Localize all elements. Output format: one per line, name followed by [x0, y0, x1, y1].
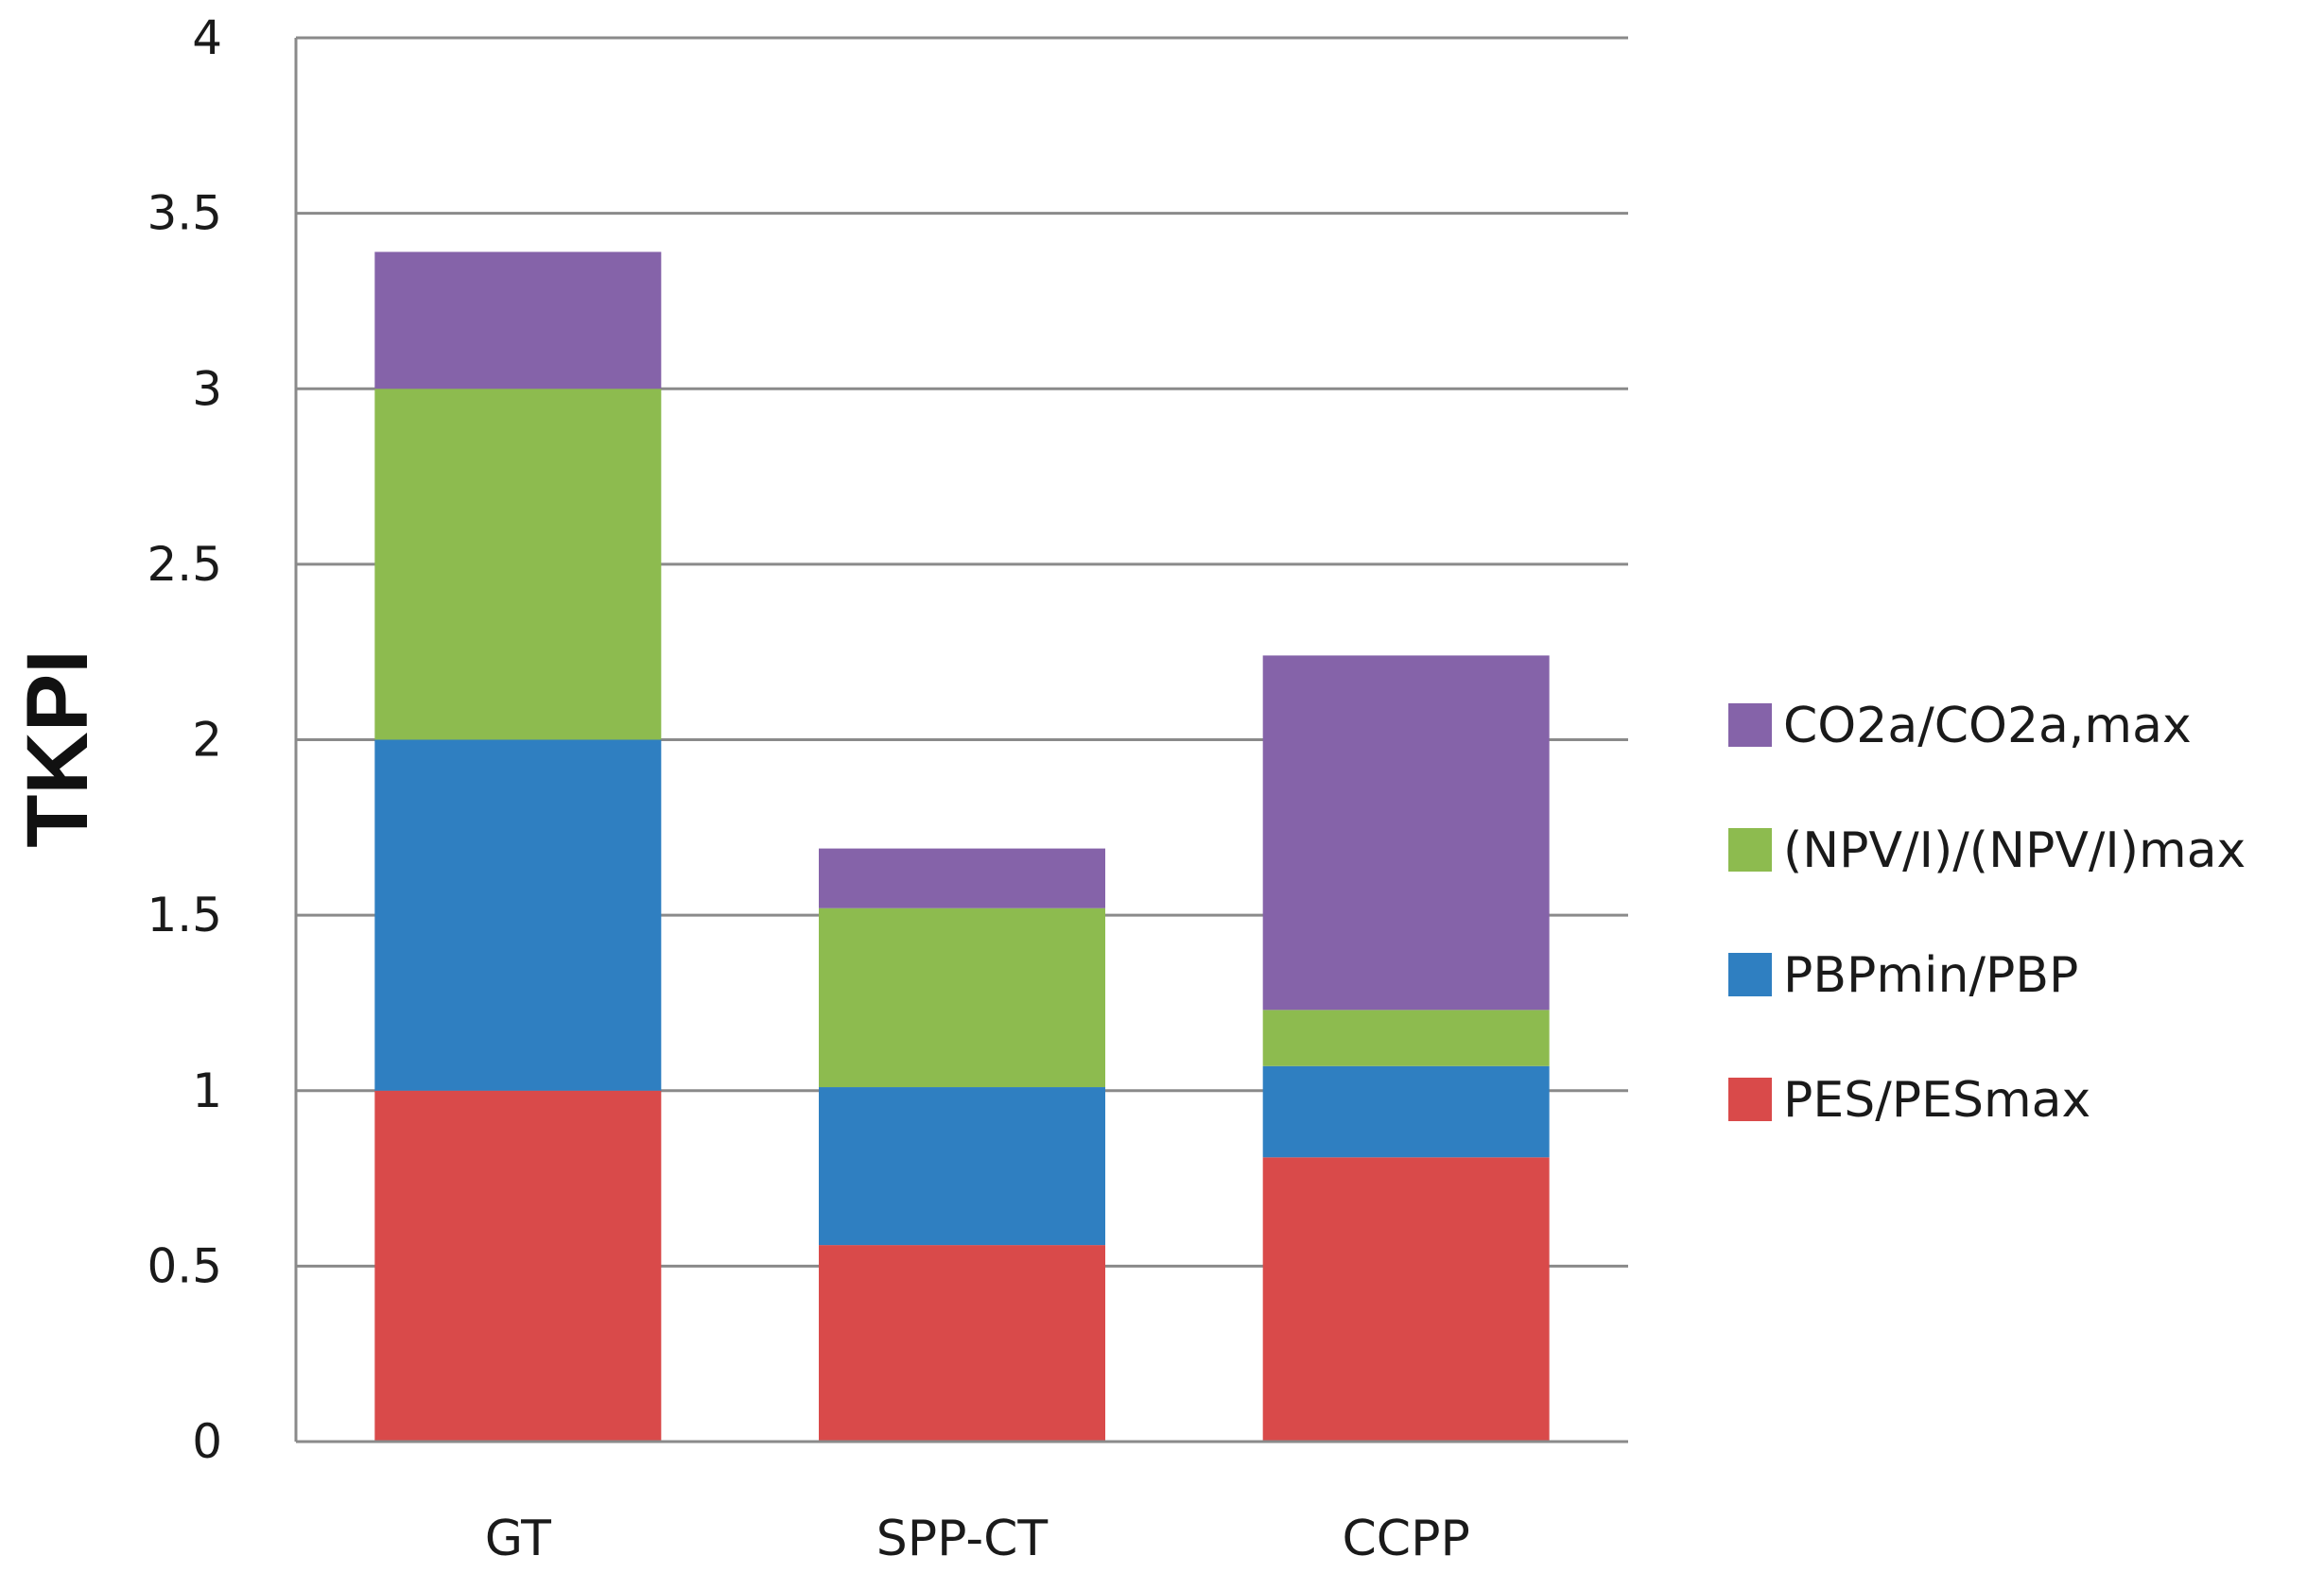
legend-swatch: [1728, 1078, 1772, 1121]
y-tick-label: 2.5: [147, 537, 222, 592]
bar-segment-gt-npv-i-npv-i-max: [374, 389, 662, 740]
y-tick-label: 2: [192, 713, 222, 768]
legend-label: PBPmin/PBP: [1783, 947, 2078, 1004]
bar-segment-spp-ct-pes-pesmax: [819, 1245, 1105, 1442]
y-tick-label: 1.5: [147, 888, 222, 942]
legend-swatch: [1728, 703, 1772, 747]
bar-segment-spp-ct-npv-i-npv-i-max: [819, 908, 1105, 1088]
legend-label: PES/PESmax: [1783, 1072, 2090, 1129]
y-tick-label: 0: [192, 1414, 222, 1469]
bar-segment-gt-pes-pesmax: [374, 1090, 662, 1442]
y-tick-label: 3.5: [147, 186, 222, 241]
legend-swatch: [1728, 953, 1772, 996]
bar-segment-ccpp-npv-i-npv-i-max: [1262, 1010, 1550, 1066]
y-tick-labels: 0 0.5 1 1.5 2 2.5 3 3.5 4: [147, 10, 222, 1469]
bar-segment-ccpp-co2a-co2a-max: [1262, 655, 1550, 1011]
bar-segment-gt-pbpmin-pbp: [374, 739, 662, 1091]
y-tick-label: 0.5: [147, 1238, 222, 1293]
bar-segment-ccpp-pbpmin-pbp: [1262, 1065, 1550, 1158]
bar-segment-spp-ct-co2a-co2a-max: [819, 848, 1105, 908]
x-category-label: CCPP: [1342, 1511, 1469, 1567]
y-axis-title: TKPI: [9, 649, 106, 848]
bar-segment-ccpp-pes-pesmax: [1262, 1157, 1550, 1442]
y-tick-label: 1: [192, 1063, 222, 1118]
bars: [374, 251, 1550, 1442]
legend-label: CO2a/CO2a,max: [1783, 698, 2192, 754]
x-category-labels: GT SPP-CT CCPP: [485, 1511, 1470, 1567]
y-tick-label: 4: [192, 10, 222, 65]
bar-segment-gt-co2a-co2a-max: [374, 251, 662, 389]
x-category-label: SPP-CT: [876, 1511, 1049, 1567]
x-category-label: GT: [485, 1511, 551, 1567]
legend: CO2a/CO2a,max (NPV/I)/(NPV/I)max PBPmin/PB…: [1728, 698, 2246, 1129]
axes: [294, 38, 1628, 1443]
legend-swatch: [1728, 828, 1772, 872]
y-tick-label: 3: [192, 361, 222, 416]
bar-segment-spp-ct-pbpmin-pbp: [819, 1087, 1105, 1246]
legend-label: (NPV/I)/(NPV/I)max: [1783, 822, 2246, 879]
